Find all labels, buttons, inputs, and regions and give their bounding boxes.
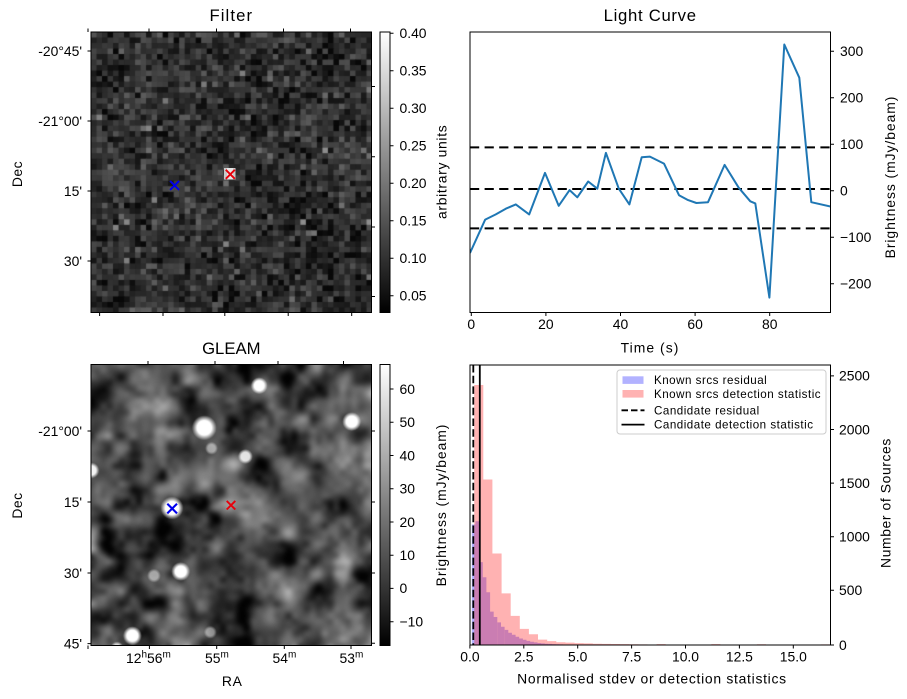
svg-text:0.35: 0.35 bbox=[400, 63, 427, 79]
svg-text:15': 15' bbox=[64, 183, 82, 199]
svg-text:200: 200 bbox=[840, 90, 863, 106]
svg-text:0.0: 0.0 bbox=[460, 649, 480, 665]
svg-text:Brightness (mJy/beam): Brightness (mJy/beam) bbox=[882, 96, 898, 259]
svg-text:Candidate residual: Candidate residual bbox=[654, 404, 760, 417]
svg-text:12h56m: 12h56m bbox=[126, 650, 171, 667]
svg-text:GLEAM: GLEAM bbox=[202, 339, 260, 358]
svg-text:Normalised stdev or detection: Normalised stdev or detection statistics bbox=[517, 671, 787, 687]
svg-text:53m: 53m bbox=[340, 650, 364, 667]
svg-text:15.0: 15.0 bbox=[780, 649, 807, 665]
svg-text:2000: 2000 bbox=[839, 421, 870, 437]
svg-text:0.40: 0.40 bbox=[400, 25, 427, 41]
svg-text:−100: −100 bbox=[840, 229, 872, 245]
svg-text:2500: 2500 bbox=[839, 368, 870, 384]
svg-text:20: 20 bbox=[538, 316, 554, 332]
svg-text:20: 20 bbox=[400, 514, 416, 530]
svg-text:30': 30' bbox=[64, 253, 82, 269]
svg-text:50: 50 bbox=[400, 414, 416, 430]
svg-text:-21°00': -21°00' bbox=[38, 423, 82, 439]
svg-text:Dec: Dec bbox=[9, 492, 25, 518]
svg-text:300: 300 bbox=[840, 43, 863, 59]
svg-text:Candidate detection statistic: Candidate detection statistic bbox=[654, 419, 814, 432]
svg-text:Known srcs detection statistic: Known srcs detection statistic bbox=[654, 388, 821, 401]
svg-text:−10: −10 bbox=[400, 614, 424, 630]
svg-text:30': 30' bbox=[64, 565, 82, 581]
svg-text:0.05: 0.05 bbox=[400, 288, 427, 304]
svg-text:0: 0 bbox=[400, 580, 408, 596]
svg-text:-21°00': -21°00' bbox=[38, 113, 82, 129]
svg-text:60: 60 bbox=[687, 316, 703, 332]
svg-text:Number of Sources: Number of Sources bbox=[878, 438, 894, 568]
svg-text:40: 40 bbox=[613, 316, 629, 332]
svg-text:80: 80 bbox=[762, 316, 778, 332]
svg-text:−200: −200 bbox=[840, 276, 872, 292]
svg-text:Time (s): Time (s) bbox=[621, 340, 680, 356]
svg-text:0.30: 0.30 bbox=[400, 100, 427, 116]
svg-text:5.0: 5.0 bbox=[568, 649, 588, 665]
svg-text:1000: 1000 bbox=[839, 529, 870, 545]
svg-text:2.5: 2.5 bbox=[514, 649, 534, 665]
svg-text:500: 500 bbox=[839, 582, 862, 598]
svg-text:30: 30 bbox=[400, 481, 416, 497]
svg-text:0.25: 0.25 bbox=[400, 138, 427, 154]
svg-text:Brightness (mJy/beam): Brightness (mJy/beam) bbox=[433, 424, 449, 587]
svg-text:7.5: 7.5 bbox=[622, 649, 642, 665]
svg-text:0.10: 0.10 bbox=[400, 250, 427, 266]
svg-text:Filter: Filter bbox=[209, 6, 253, 25]
svg-text:0: 0 bbox=[840, 183, 848, 199]
svg-text:40: 40 bbox=[400, 447, 416, 463]
svg-text:15': 15' bbox=[64, 494, 82, 510]
svg-text:54m: 54m bbox=[273, 650, 297, 667]
svg-text:0: 0 bbox=[839, 637, 847, 653]
svg-text:10.0: 10.0 bbox=[672, 649, 699, 665]
svg-text:55m: 55m bbox=[205, 650, 229, 667]
svg-text:12.5: 12.5 bbox=[726, 649, 753, 665]
svg-text:1500: 1500 bbox=[839, 475, 870, 491]
svg-text:45': 45' bbox=[64, 635, 82, 651]
svg-text:Light Curve: Light Curve bbox=[604, 6, 697, 25]
svg-text:10: 10 bbox=[400, 547, 416, 563]
svg-text:0.15: 0.15 bbox=[400, 213, 427, 229]
svg-text:0.20: 0.20 bbox=[400, 175, 427, 191]
svg-text:RA: RA bbox=[222, 673, 243, 689]
svg-text:60: 60 bbox=[400, 381, 416, 397]
svg-text:Known srcs residual: Known srcs residual bbox=[654, 374, 767, 387]
svg-text:0: 0 bbox=[467, 316, 475, 332]
svg-text:100: 100 bbox=[840, 136, 863, 152]
svg-text:-20°45': -20°45' bbox=[38, 43, 82, 59]
svg-text:Dec: Dec bbox=[9, 161, 25, 187]
svg-text:arbitrary units: arbitrary units bbox=[434, 125, 450, 219]
